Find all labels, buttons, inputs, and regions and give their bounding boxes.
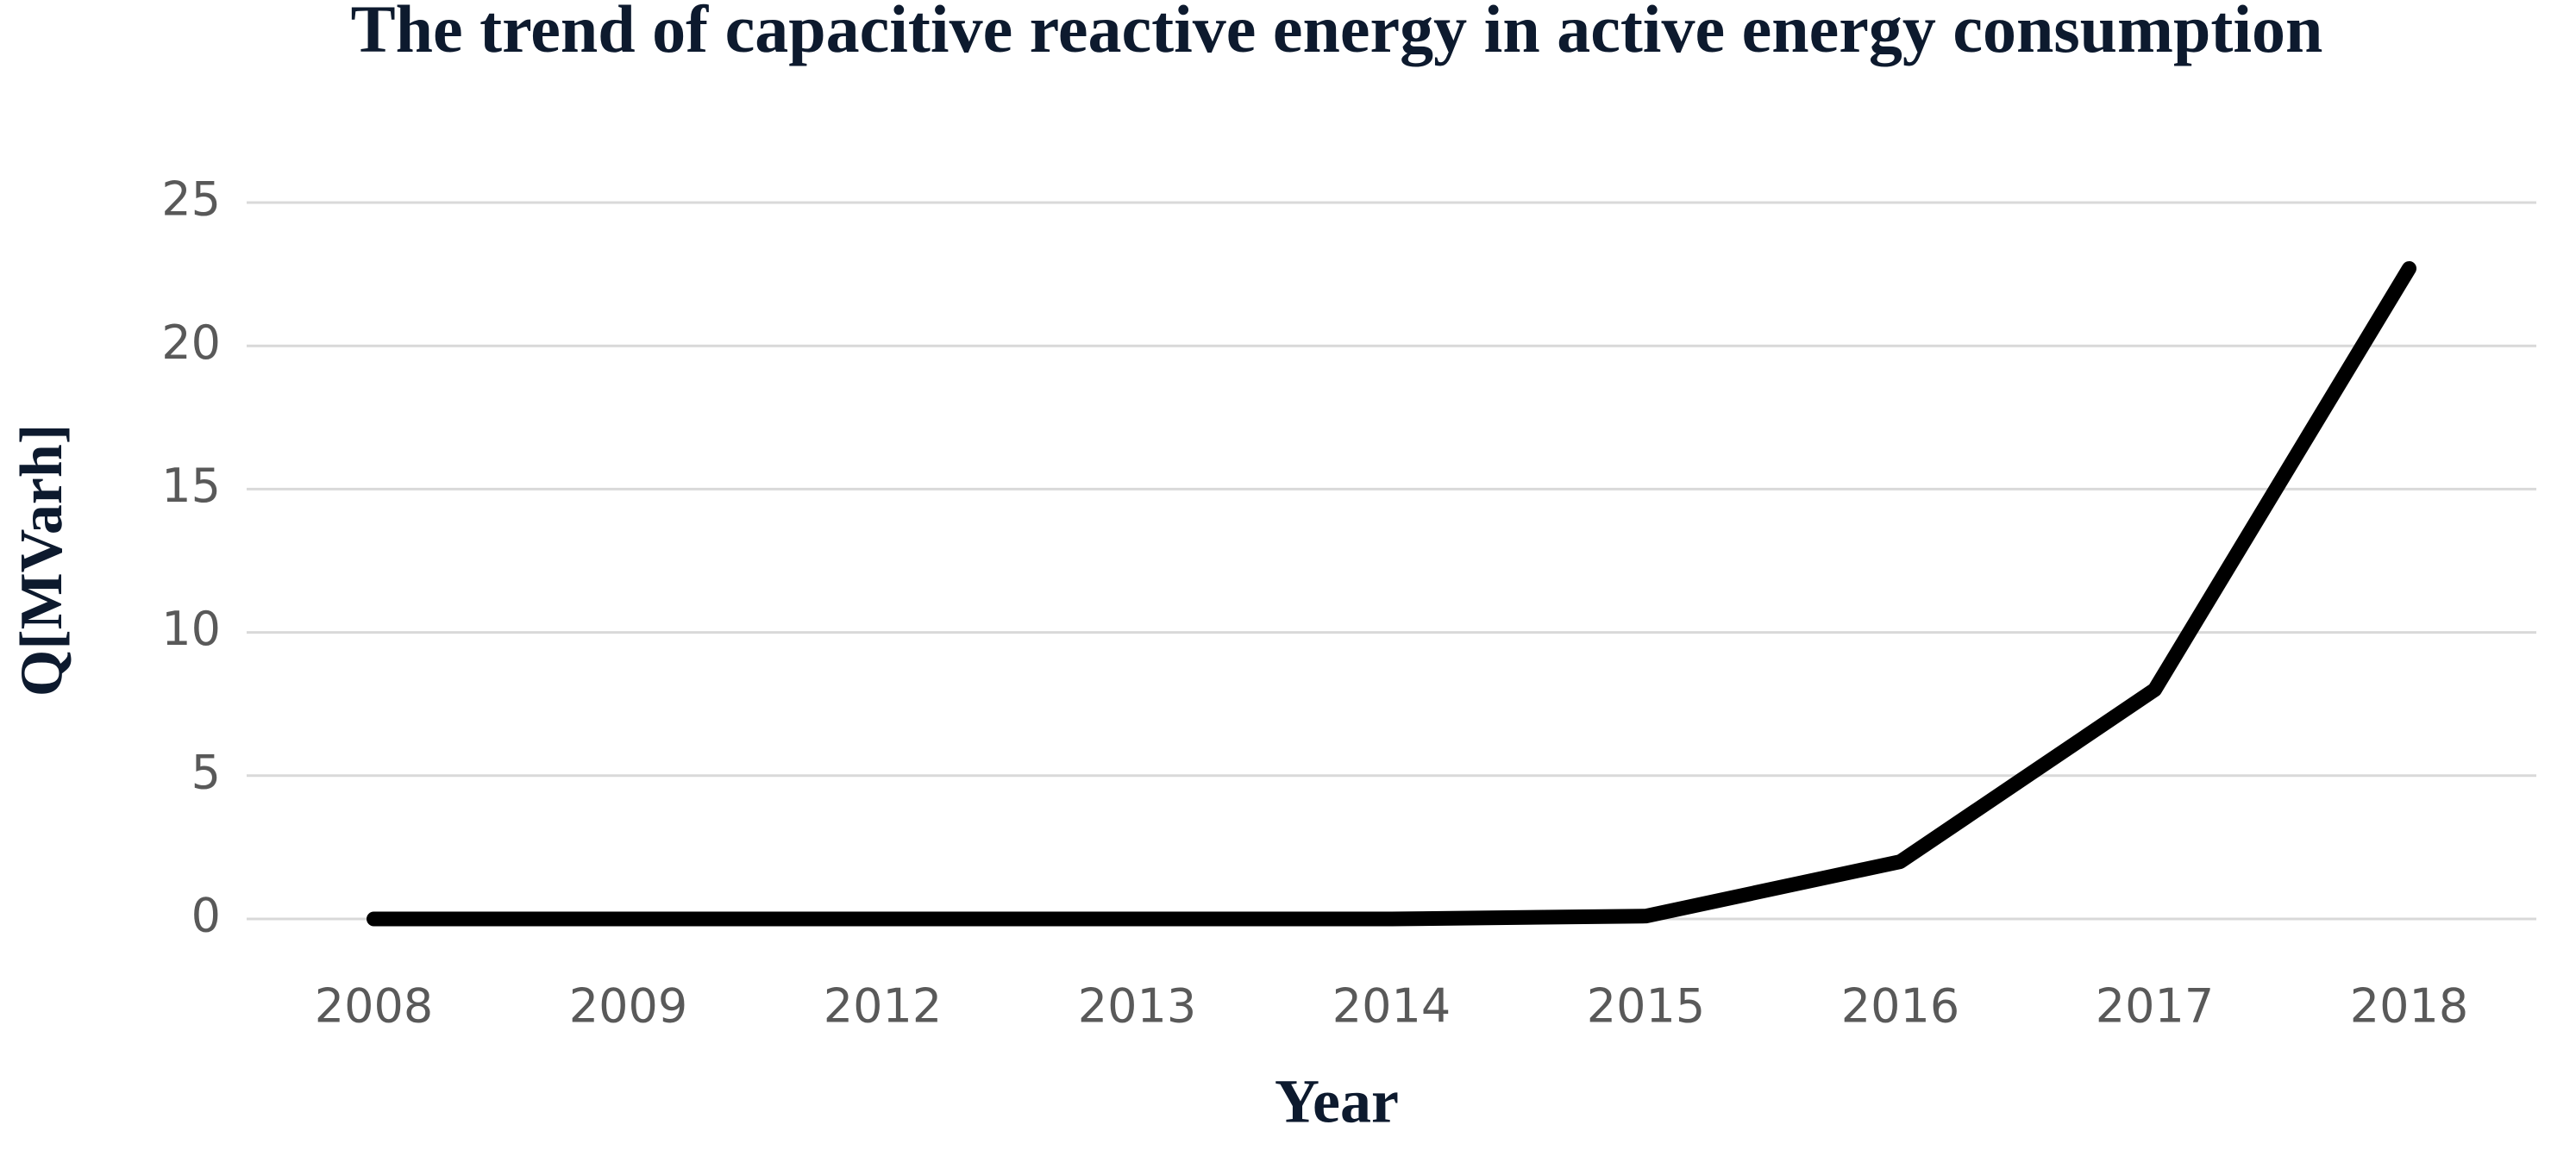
x-tick-label: 2013 xyxy=(1078,979,1196,1034)
y-tick-label: 10 xyxy=(161,602,221,656)
chart-title: The trend of capacitive reactive energy … xyxy=(351,0,2323,66)
x-tick-label: 2008 xyxy=(315,979,433,1034)
x-tick-label: 2015 xyxy=(1587,979,1705,1034)
x-tick-label: 2009 xyxy=(569,979,687,1034)
x-axis-label: Year xyxy=(1275,1067,1399,1136)
y-tick-label: 5 xyxy=(191,745,221,799)
data-line xyxy=(367,260,2416,927)
x-tick-label: 2016 xyxy=(1841,979,1959,1034)
x-tick-label: 2014 xyxy=(1332,979,1451,1034)
x-tick-label: 2018 xyxy=(2350,979,2468,1034)
y-axis-label: Q[MVarh] xyxy=(9,424,75,697)
y-tick-label: 15 xyxy=(161,459,221,513)
y-tick-label: 0 xyxy=(191,889,221,943)
y-tick-label: 20 xyxy=(161,316,221,370)
x-tick-label: 2017 xyxy=(2096,979,2214,1034)
x-tick-label: 2012 xyxy=(824,979,942,1034)
y-tick-label: 25 xyxy=(161,172,221,227)
